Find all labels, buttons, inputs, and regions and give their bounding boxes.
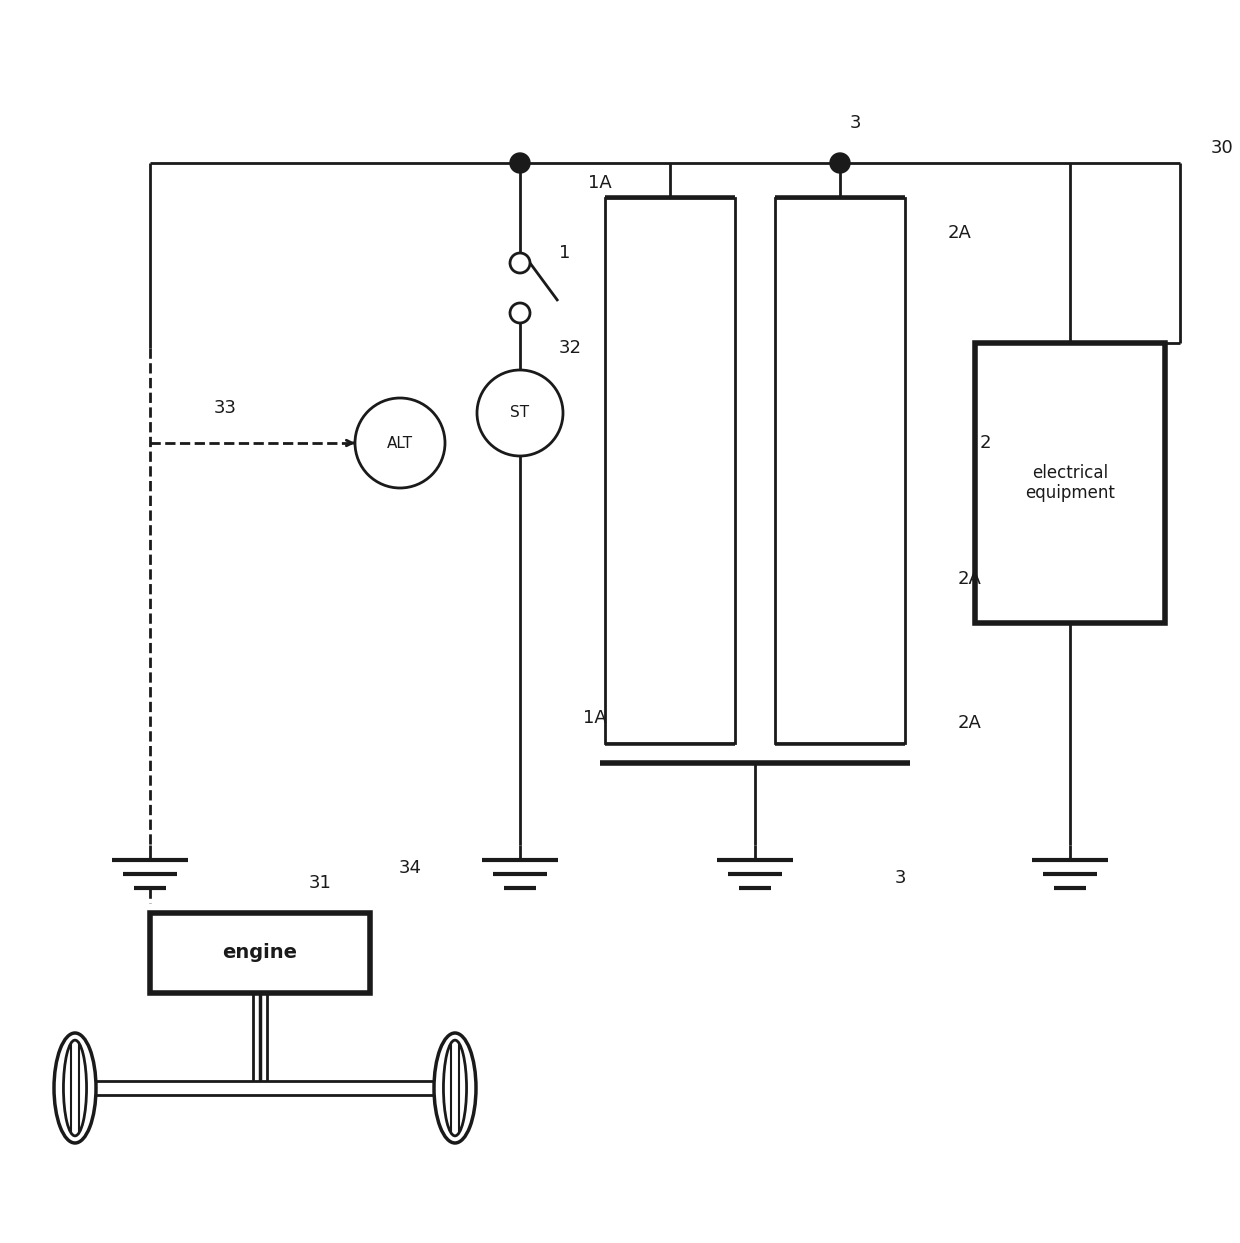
Text: 1A: 1A [583,709,606,727]
Bar [605,198,735,743]
Text: 33: 33 [213,399,237,416]
Bar [775,198,905,743]
Circle shape [510,153,529,173]
Text: ALT: ALT [387,435,413,450]
Text: 30: 30 [1210,139,1234,157]
Text: 3: 3 [849,114,861,132]
Text: 2A: 2A [959,713,982,732]
Text: 3: 3 [894,869,905,888]
Text: 2A: 2A [959,571,982,588]
Text: 1: 1 [559,244,570,262]
Text: engine: engine [222,943,298,962]
Text: 31: 31 [309,874,331,892]
Circle shape [477,370,563,456]
Text: 32: 32 [558,339,582,357]
Circle shape [355,398,445,488]
Bar [975,343,1166,623]
Circle shape [830,153,849,173]
Text: 1A: 1A [588,174,611,191]
Text: 2A: 2A [949,224,972,242]
Bar [150,914,370,993]
Text: 2: 2 [980,434,991,452]
Text: 34: 34 [398,859,422,878]
Text: ST: ST [511,405,529,420]
Text: electrical
equipment: electrical equipment [1025,464,1115,502]
